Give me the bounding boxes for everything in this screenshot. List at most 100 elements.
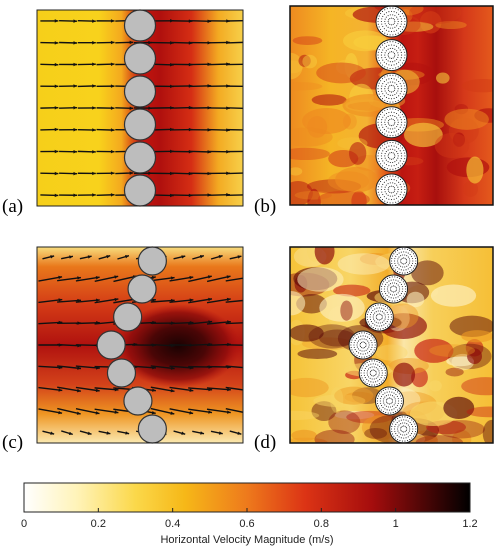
flow-blotch [415,435,463,443]
panel-c [36,246,244,444]
panel-label-c: (c) [2,432,23,453]
velocity-arrow [206,275,231,283]
flow-blotch [428,380,442,392]
velocity-arrow [150,365,175,370]
flow-blotch [290,147,330,161]
cylinder [374,386,404,416]
velocity-arrow [188,387,213,391]
cylinders-d [348,246,419,444]
flow-blotch [334,386,374,405]
flow-blotch [411,367,428,388]
flow-blotch [330,387,344,414]
velocity-arrow [75,299,100,303]
velocity-arrow [75,386,100,392]
velocity-arrow [94,408,119,414]
velocity-arrow [188,408,213,414]
velocity-arrow [57,407,81,415]
flow-blotch [302,337,354,351]
velocity-arrow [226,41,243,44]
flow-blotch [297,267,344,292]
flow-blotch [452,429,472,443]
cylinder [375,173,408,206]
velocity-arrow [225,299,243,303]
cylinder [364,302,394,332]
flow-blotch [302,54,318,69]
panel-label-a: (a) [2,196,23,217]
cylinders-a [123,9,157,207]
colorbar-tick-label: 1 [393,518,399,530]
flow-blotch [316,62,366,84]
flow-blotch [308,324,356,349]
velocity-arrow [225,408,243,413]
flow-blotch [328,410,361,435]
velocity-arrow [57,299,82,303]
flow-blotch [334,410,375,420]
velocity-arrow [226,194,243,196]
velocity-arrow [57,276,82,282]
cylinder [389,246,419,276]
flow-blotch [314,247,335,265]
flow-blotch [333,284,371,297]
velocity-arrow [38,408,63,414]
cylinder [375,139,408,172]
flow-blotch [361,415,399,441]
flow-blotch [342,113,357,130]
velocity-arrow [169,321,194,325]
flow-blotch [291,429,317,441]
velocity-arrow [150,343,175,347]
velocity-arrow [225,277,243,282]
flow-blotch [387,303,419,329]
flow-blotch [462,181,479,197]
colorbar: 0 0.2 0.4 0.6 0.8 1 1.2 Horizontal Velocity Ma… [21,482,478,546]
flow-blotch [311,94,347,106]
cylinders-c [96,246,167,444]
velocity-arrow [226,107,243,109]
flow-blotch [429,344,476,357]
cylinder [379,274,409,304]
cylinder [123,9,157,42]
velocity-arrow [188,298,213,304]
flow-blotch [290,180,313,205]
cylinder [375,106,408,139]
velocity-arrow [226,172,243,175]
velocity-arrow [57,343,82,347]
flow-blotch [290,324,324,342]
colorbar-tick-label: 1.2 [462,518,477,530]
colorbar-tick-label: 0.6 [239,518,254,530]
flow-blotch [290,82,323,91]
velocity-arrow [169,276,194,282]
colorbar-gradient [23,482,471,513]
panel-label-b: (b) [254,196,276,217]
velocity-arrow [38,365,63,369]
velocity-arrow [75,276,100,282]
velocity-arrow [38,298,63,304]
velocity-arrow [94,298,119,304]
velocity-arrow [188,343,213,347]
cylinder [123,75,157,108]
flow-blotch [335,166,379,193]
velocity-arrow [206,365,231,368]
colorbar-tick-label: 0 [21,518,27,530]
velocity-arrow [94,275,119,283]
velocity-arrow [38,276,63,282]
panel-label-d: (d) [254,432,276,453]
flow-blotch [340,300,353,321]
flow-blotch [435,72,450,84]
velocity-arrow [206,320,231,325]
flow-blotch [443,396,475,419]
flow-blotch [359,252,392,265]
panel-d [289,246,494,444]
colorbar-title: Horizontal Velocity Magnitude (m/s) [160,534,333,546]
cylinder [389,414,419,444]
flow-blotch [342,30,388,52]
flow-blotch [351,190,367,205]
flow-blotch [445,367,464,377]
flow-blotch [298,54,311,67]
velocity-arrow [206,387,231,391]
colorbar-tick-label: 0.4 [165,518,180,530]
velocity-arrow [75,408,100,415]
velocity-arrow [169,408,194,415]
flow-blotch [467,348,482,364]
velocity-arrow [225,344,243,346]
flow-blotch [364,427,388,439]
